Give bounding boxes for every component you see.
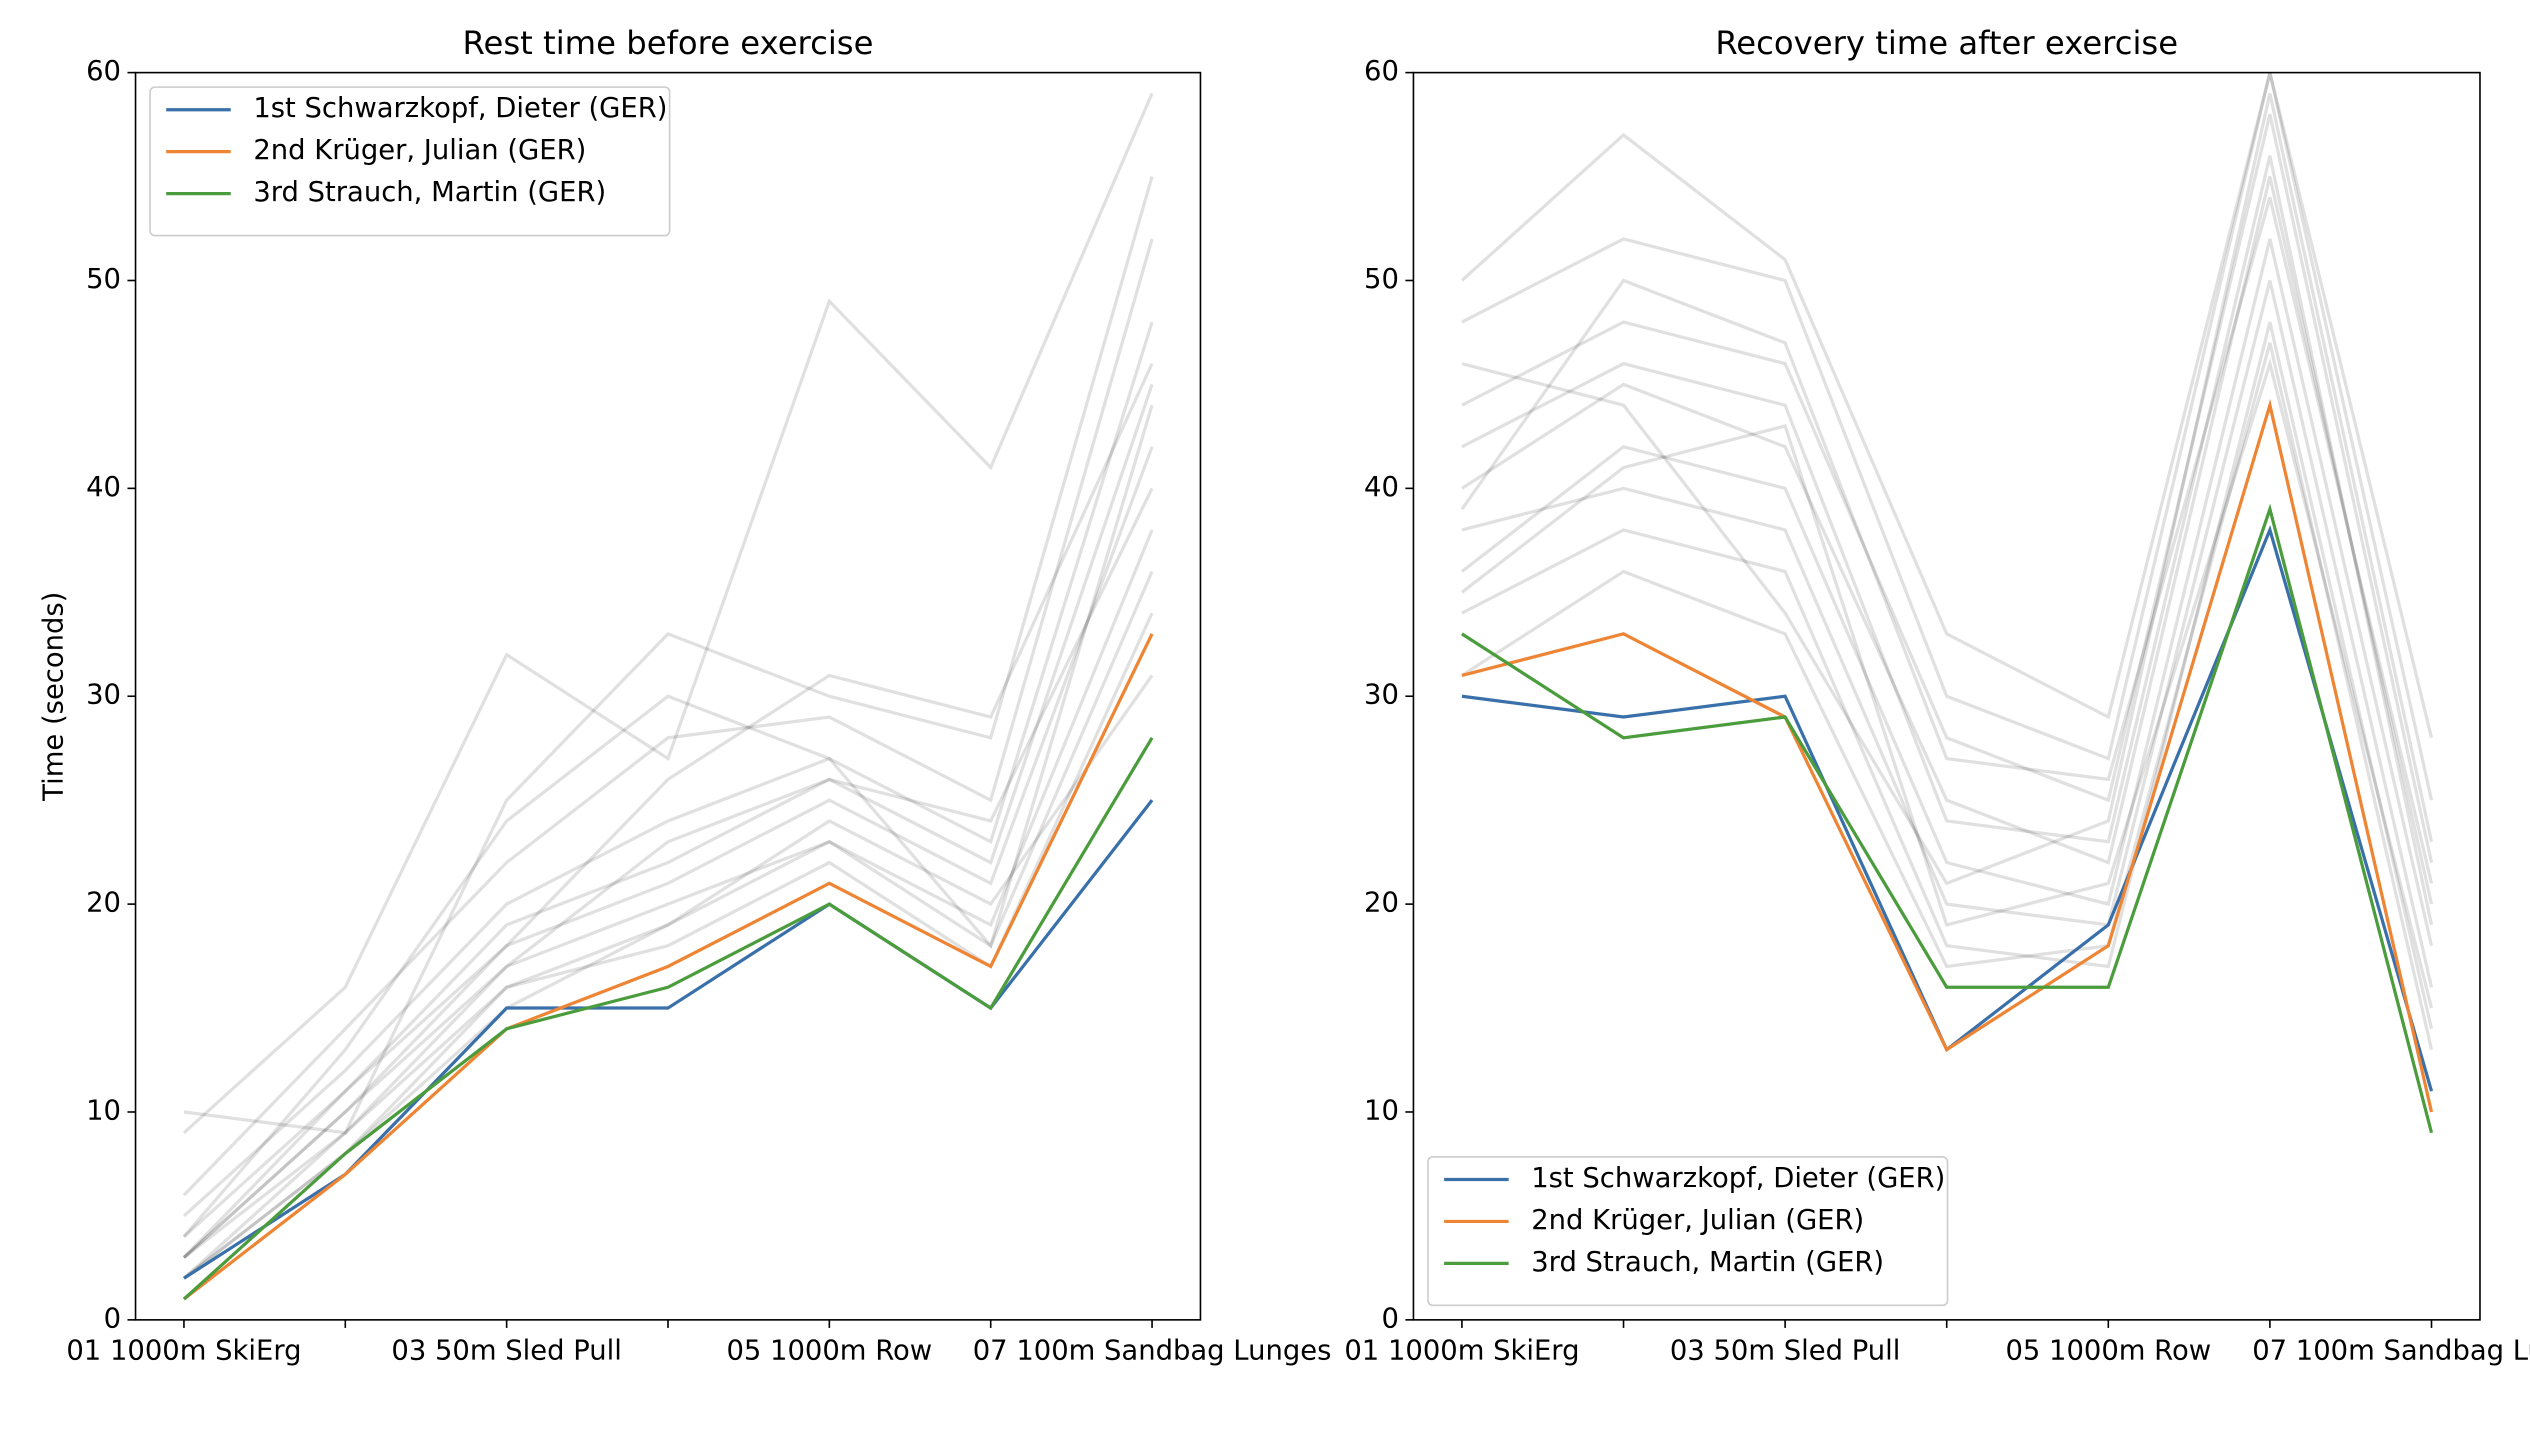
background-line <box>1461 93 2434 886</box>
y-tick-label: 60 <box>1364 56 1399 87</box>
legend-frame <box>1427 1156 1949 1307</box>
y-tick-label: 50 <box>86 264 121 295</box>
x-tick-label: 07 100m Sandbag Lunges <box>2252 1336 2530 1367</box>
legend: 1st Schwarzkopf, Dieter (GER) 2nd Krüger,… <box>1427 1156 1949 1307</box>
background-line <box>182 362 1154 1259</box>
y-tick-label: 50 <box>1364 264 1399 295</box>
series-line <box>183 799 1154 1280</box>
y-axis-label: Time (seconds) <box>38 592 69 802</box>
lines <box>1460 72 2434 1134</box>
background-line <box>1460 238 2434 947</box>
background-line <box>1461 176 2434 905</box>
plot-frame <box>1412 71 2481 1321</box>
legend-label: 2nd Krüger, Julian (GER) <box>253 135 586 166</box>
background-line <box>1461 280 2434 988</box>
legend-frame <box>149 86 671 237</box>
background-line <box>182 238 1154 1197</box>
chart-title: Rest time before exercise <box>463 24 874 62</box>
y-tick-label: 30 <box>86 680 121 711</box>
background-line <box>1460 72 2434 739</box>
background-line <box>182 487 1154 1259</box>
background-line <box>1461 155 2434 926</box>
x-tick-label: 01 1000m SkiErg <box>66 1336 301 1367</box>
legend: 1st Schwarzkopf, Dieter (GER) 2nd Krüger,… <box>149 86 671 237</box>
x-tick-label: 05 1000m Row <box>726 1336 932 1367</box>
subplot: Rest time before exercise Time (seconds) 0… <box>38 24 1331 1366</box>
chart-title: Recovery time after exercise <box>1715 24 2178 62</box>
background-line <box>1460 196 2434 884</box>
y-tick-label: 20 <box>86 888 121 919</box>
y-tick-label: 40 <box>1364 472 1399 503</box>
legend-label: 2nd Krüger, Julian (GER) <box>1531 1205 1864 1236</box>
background-line <box>182 321 1154 1218</box>
series-line <box>182 633 1154 1301</box>
x-tick-label: 05 1000m Row <box>2005 1336 2211 1367</box>
plot-frame <box>134 71 1202 1321</box>
background-line <box>182 383 1154 1238</box>
series-line <box>1461 503 2434 1134</box>
legend-label: 1st Schwarzkopf, Dieter (GER) <box>1531 1163 1945 1194</box>
background-line <box>1461 342 2434 1050</box>
background-line <box>182 570 1154 1259</box>
subplot: Recovery time after exercise 0 10 20 30 40 50 6… <box>1344 24 2530 1366</box>
x-tick-label: 03 50m Sled Pull <box>1670 1336 1901 1367</box>
background-line <box>1461 321 2434 1030</box>
y-tick-label: 30 <box>1364 680 1399 711</box>
background-line <box>182 446 1154 1259</box>
y-tick-label: 60 <box>86 56 121 87</box>
series-line <box>182 736 1154 1301</box>
y-tick-label: 0 <box>104 1303 121 1334</box>
background-line <box>182 92 1154 1134</box>
y-tick-label: 20 <box>1364 888 1399 919</box>
background-line <box>1461 113 2434 863</box>
background-line <box>1460 357 2434 1009</box>
legend-label: 3rd Strauch, Martin (GER) <box>1531 1247 1884 1278</box>
y-tick-label: 10 <box>1364 1095 1399 1126</box>
y-tick-label: 40 <box>86 472 121 503</box>
background-line <box>182 612 1154 1280</box>
series-line <box>1461 525 2434 1092</box>
y-tick-label: 10 <box>86 1095 121 1126</box>
x-tick-label: 03 50m Sled Pull <box>391 1336 622 1367</box>
x-tick-label: 07 100m Sandbag Lunges <box>973 1336 1332 1367</box>
series-line <box>1461 398 2434 1113</box>
background-line <box>1461 72 2434 801</box>
legend-label: 1st Schwarzkopf, Dieter (GER) <box>253 93 667 124</box>
lines <box>182 92 1154 1301</box>
x-tick-label: 01 1000m SkiErg <box>1344 1336 1579 1367</box>
legend-label: 3rd Strauch, Martin (GER) <box>253 177 606 208</box>
background-line <box>182 404 1154 1238</box>
background-line <box>183 176 1154 1135</box>
y-tick-label: 0 <box>1381 1303 1398 1334</box>
